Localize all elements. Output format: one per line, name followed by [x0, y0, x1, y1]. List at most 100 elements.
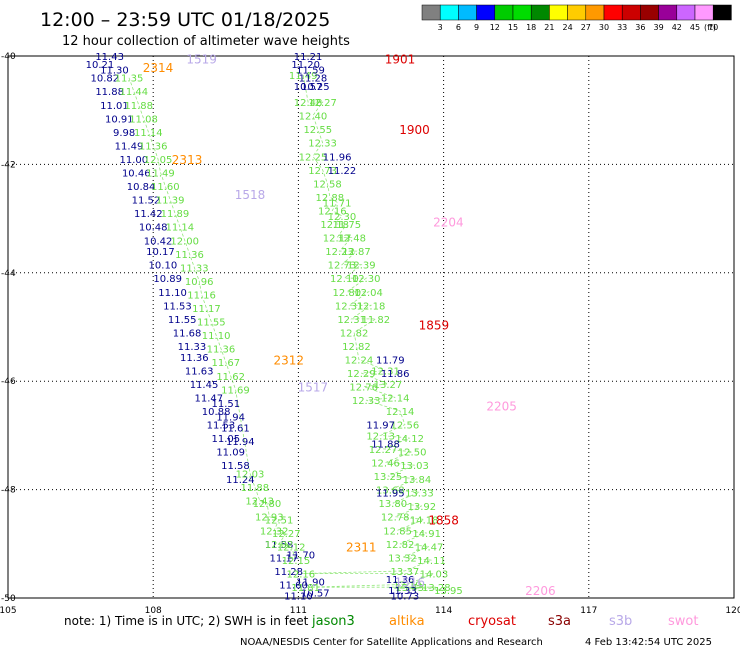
- point-jason3-22: 11.62: [216, 372, 245, 383]
- colorbar-label-13: 42: [672, 23, 682, 32]
- colorbar-swatch-7: [549, 4, 568, 21]
- point-jason3-74: 12.14: [381, 393, 410, 404]
- point-swot-41: 11.28: [274, 567, 303, 578]
- point-jason3-43: 12.25: [299, 152, 328, 163]
- point-swot-17: 10.10: [149, 261, 178, 272]
- legend-s3a: s3a: [548, 614, 571, 629]
- colorbar-swatch-9: [585, 4, 605, 21]
- point-jason3-81: 13.33: [405, 488, 434, 499]
- colorbar-swatch-5: [512, 4, 532, 21]
- point-jason3-70: 12.76: [349, 383, 378, 394]
- point-jason3-71: 12.31: [371, 366, 400, 377]
- colorbar-swatch-1: [439, 4, 459, 21]
- y-tick-label-0: -40: [1, 52, 16, 62]
- point-cryosat-3: 11.28: [299, 74, 328, 85]
- colorbar-swatch-3: [476, 4, 496, 21]
- point-jason3-89: 13.95: [434, 586, 463, 597]
- pass-label-1858: 1858: [428, 513, 459, 527]
- point-swot-28: 11.51: [211, 399, 240, 410]
- point-jason3-96: 12.78: [381, 513, 410, 524]
- point-swot-2: 11.30: [100, 66, 129, 77]
- point-jason3-36: 11.81: [291, 583, 320, 594]
- point-jason3-5: 11.36: [139, 141, 168, 152]
- point-jason3-7: 11.49: [146, 169, 175, 180]
- legend-altika: altika: [389, 614, 425, 629]
- colorbar-swatch-15: [694, 4, 714, 21]
- point-jason3-52: 12.17: [323, 234, 352, 245]
- point-jason3-58: 12.10: [330, 274, 359, 285]
- point-jason3-27: 12.80: [253, 499, 282, 510]
- chart-subtitle: 12 hour collection of altimeter wave hei…: [62, 34, 350, 49]
- point-swot-19: 11.10: [158, 288, 187, 299]
- point-swot-10: 10.46: [122, 169, 151, 180]
- point-jason3-59: 12.30: [352, 274, 381, 285]
- colorbar-label-15: 70: [708, 23, 718, 32]
- point-jason3-56: 12.73: [328, 261, 357, 272]
- point-swot-23: 11.33: [178, 342, 207, 353]
- colorbar-label-3: 12: [490, 23, 500, 32]
- point-jason3-21: 11.67: [211, 358, 240, 369]
- x-tick-label-0: 105: [0, 606, 17, 616]
- point-jason3-75: 12.14: [386, 407, 415, 418]
- colorbar-label-6: 21: [544, 23, 554, 32]
- point-jason3-83: 14.18: [410, 515, 439, 526]
- point-jason3-63: 12.18: [357, 301, 386, 312]
- point-swot-3: 10.82: [90, 74, 119, 85]
- point-jason3-24: 12.03: [236, 469, 265, 480]
- x-tick-label-5: 120: [725, 606, 740, 616]
- point-jason3-1: 11.44: [120, 87, 149, 98]
- point-swot-26: 11.45: [190, 380, 219, 391]
- pass-label-1517: 1517: [298, 381, 329, 395]
- y-tick-labels: -40 -42 -44 -46 -48 -50: [1, 52, 16, 604]
- point-jason3-64: 12.31: [337, 315, 366, 326]
- point-jason3-4: 11.14: [134, 128, 163, 139]
- point-jason3-0: 11.35: [115, 74, 144, 85]
- colorbar-swatch-0: [421, 4, 441, 21]
- pass-label-1859: 1859: [419, 318, 450, 332]
- pass-label-1516: 1516: [394, 576, 425, 590]
- point-jason3-80: 13.84: [403, 475, 432, 486]
- legend-swot: swot: [668, 614, 698, 629]
- point-swot-24: 11.36: [180, 353, 209, 364]
- point-jason3-18: 11.55: [197, 318, 226, 329]
- point-swot-1: 10.21: [86, 60, 115, 71]
- point-swot-44: 11.10: [284, 591, 313, 602]
- point-cryosat-9: 11.86: [381, 369, 410, 380]
- legend: jason3 altika cryosat s3a s3b swot: [311, 614, 698, 629]
- point-jason3-60: 12.80: [332, 288, 361, 299]
- point-jason3-72: 13.27: [374, 380, 403, 391]
- point-jason3-49: 12.30: [328, 212, 357, 223]
- point-jason3-10: 11.89: [161, 209, 190, 220]
- point-jason3-54: 12.23: [325, 247, 354, 258]
- point-cryosat-14: 11.33: [388, 586, 417, 597]
- pass-label-2206: 2206: [525, 584, 556, 598]
- point-jason3-46: 12.88: [316, 193, 345, 204]
- point-swot-36: 11.58: [221, 461, 250, 472]
- point-jason3-9: 11.39: [156, 196, 185, 207]
- point-jason3-39: 12.27: [308, 98, 337, 109]
- point-jason3-53: 12.48: [337, 234, 366, 245]
- point-swot-27: 11.47: [195, 393, 224, 404]
- colorbar-label-9: 30: [599, 23, 609, 32]
- point-jason3-8: 11.60: [151, 182, 180, 193]
- point-jason3-14: 11.33: [180, 263, 209, 274]
- point-cryosat-13: 11.36: [386, 575, 415, 586]
- point-cryosat-0: 11.21: [294, 52, 323, 63]
- point-jason3-34: 12.15: [282, 556, 311, 567]
- satellite-tracks: [128, 74, 449, 591]
- y-tick-label-3: -46: [1, 377, 16, 387]
- colorbar-label-4: 15: [508, 23, 518, 32]
- point-swot-20: 11.53: [163, 301, 192, 312]
- colorbar-swatch-2: [458, 4, 477, 21]
- point-jason3-95: 13.80: [378, 499, 407, 510]
- point-jason3-85: 14.47: [415, 543, 444, 554]
- point-swot-33: 11.05: [211, 434, 240, 445]
- colorbar-label-5: 18: [526, 23, 536, 32]
- colorbar: 3 6 9 12 15 18 21 24 27 30 33 36 39 42 45 70: [421, 4, 732, 32]
- point-jason3-86: 14.11: [417, 556, 446, 567]
- grid: [8, 56, 734, 598]
- point-swot-29: 10.88: [202, 407, 231, 418]
- legend-jason3: jason3: [311, 614, 355, 629]
- point-cryosat-8: 11.79: [376, 356, 405, 367]
- point-swot-18: 10.89: [153, 274, 182, 285]
